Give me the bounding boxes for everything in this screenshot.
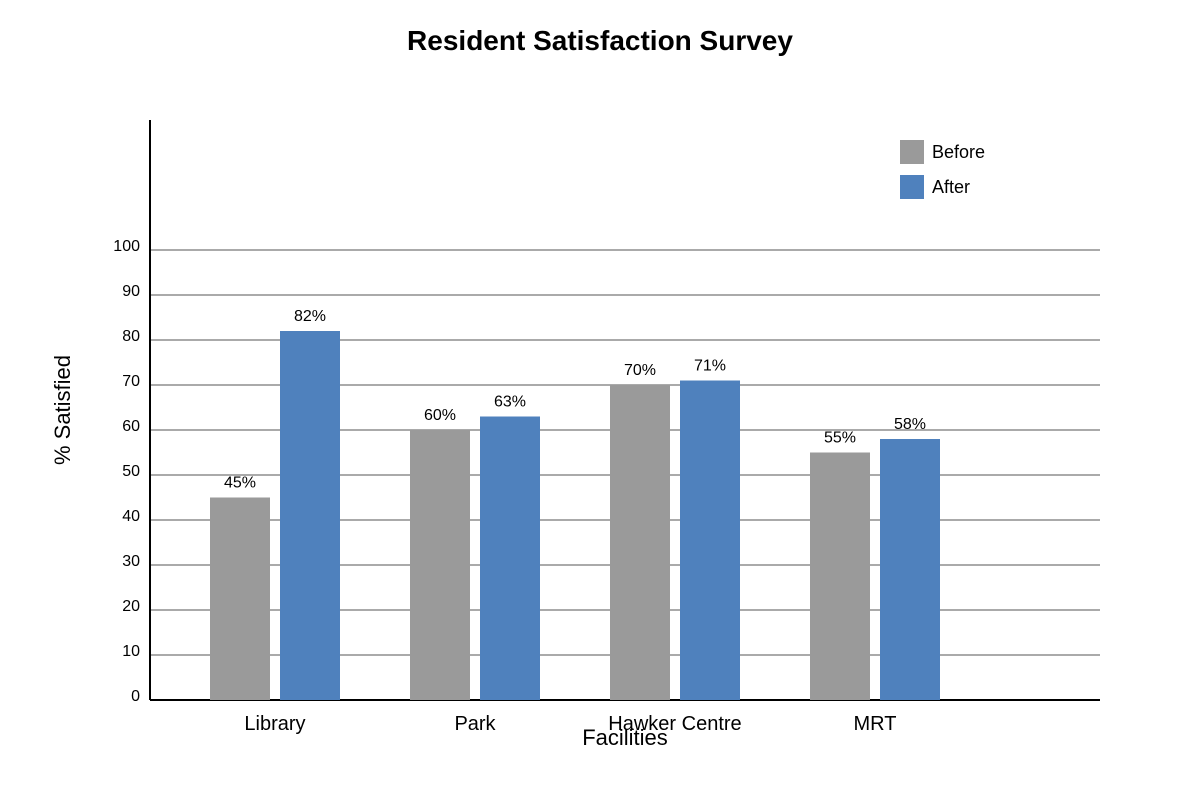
bar-after-park [480, 416, 540, 700]
legend: Before After [900, 140, 985, 199]
bar-before-library [210, 497, 270, 700]
data-label: 82% [294, 308, 326, 325]
data-label: 58% [894, 416, 926, 433]
data-label: 60% [424, 407, 456, 424]
x-axis-categories: Library Park Hawker Centre MRT [244, 713, 896, 735]
data-label: 45% [224, 475, 256, 492]
y-tick-label: 70 [122, 373, 140, 390]
y-tick-label: 30 [122, 553, 140, 570]
bar-before-park [410, 430, 470, 700]
legend-swatch-before [900, 140, 924, 164]
x-axis-label: Facilities [582, 725, 668, 750]
y-axis-label: % Satisfied [50, 355, 75, 465]
y-tick-label: 50 [122, 463, 140, 480]
data-label: 70% [624, 362, 656, 379]
data-label: 63% [494, 394, 526, 411]
bar-after-library [280, 331, 340, 700]
x-category-label: Hawker Centre [608, 713, 741, 735]
bars [210, 331, 940, 700]
data-label: 71% [694, 358, 726, 375]
x-category-label: MRT [854, 713, 897, 735]
bar-before-mrt [810, 452, 870, 700]
y-tick-label: 100 [113, 238, 140, 255]
y-tick-label: 20 [122, 598, 140, 615]
bar-before-hawker-centre [610, 385, 670, 700]
bar-after-hawker-centre [680, 380, 740, 700]
y-tick-label: 40 [122, 508, 140, 525]
y-tick-label: 60 [122, 418, 140, 435]
y-tick-label: 0 [131, 688, 140, 705]
y-tick-label: 90 [122, 283, 140, 300]
chart-title: Resident Satisfaction Survey [407, 25, 793, 56]
y-tick-label: 80 [122, 328, 140, 345]
data-label: 55% [824, 430, 856, 447]
legend-swatch-after [900, 175, 924, 199]
y-axis-ticks: 0 10 20 30 40 50 60 70 80 90 100 [113, 238, 140, 705]
data-labels: 45% 82% 60% 63% 70% 71% 55% 58% [224, 308, 926, 492]
y-tick-label: 10 [122, 643, 140, 660]
x-category-label: Library [244, 713, 305, 735]
legend-label-before: Before [932, 142, 985, 162]
x-category-label: Park [454, 713, 496, 735]
legend-label-after: After [932, 177, 970, 197]
bar-after-mrt [880, 439, 940, 700]
